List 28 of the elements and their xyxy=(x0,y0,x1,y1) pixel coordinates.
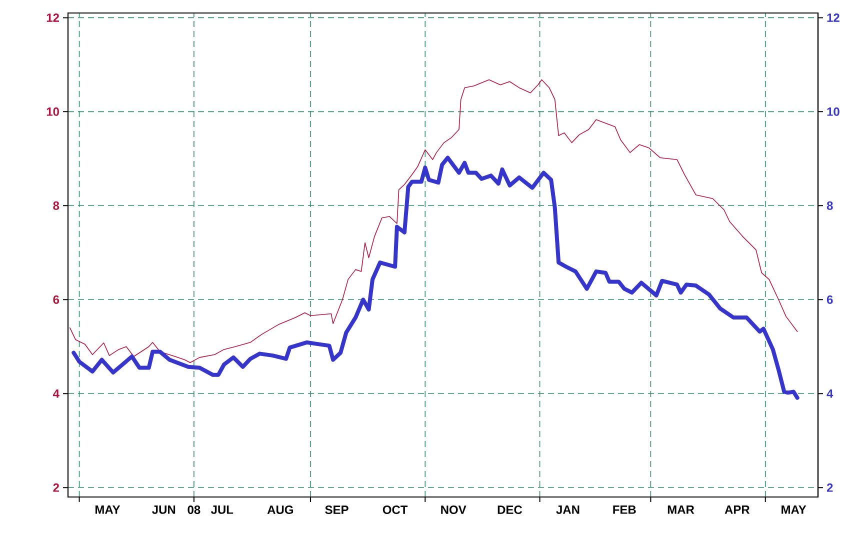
x-tick-label: AUG xyxy=(267,506,293,514)
x-tick-label: OCT xyxy=(382,506,408,514)
x-tick-label: MAR xyxy=(668,506,694,514)
x-tick-label: JUN xyxy=(152,506,176,514)
x-tick-label: FEB xyxy=(613,506,636,514)
y-tick-label: 10 xyxy=(46,107,59,116)
y2-tick-label: 6 xyxy=(826,295,833,304)
y2-tick-label: 8 xyxy=(826,201,833,210)
line-series xyxy=(69,79,798,364)
x-tick-label: DEC xyxy=(498,506,522,514)
y2-tick-label: 12 xyxy=(827,14,840,22)
y-tick-label: 2 xyxy=(53,483,59,492)
x-tick-label: NOV xyxy=(441,506,466,514)
y-tick-label: 6 xyxy=(53,295,60,304)
x-tick-label: JAN xyxy=(556,506,580,514)
y-tick-label: 8 xyxy=(53,201,60,210)
line-series xyxy=(72,156,800,400)
x-tick-label: SEP xyxy=(325,506,348,514)
x-tick-label: JUL xyxy=(210,506,234,514)
y2-tick-label: 2 xyxy=(826,483,833,492)
x-tick-label: APR xyxy=(724,506,750,514)
x-tick-label: 08 xyxy=(188,506,200,514)
x-tick-label: MAY xyxy=(782,506,806,514)
y-tick-label: 4 xyxy=(52,390,60,398)
y-tick-label: 12 xyxy=(46,14,59,22)
y2-tick-label: 4 xyxy=(826,390,834,398)
x-tick-label: MAY xyxy=(95,506,120,514)
y2-tick-label: 10 xyxy=(827,107,840,116)
